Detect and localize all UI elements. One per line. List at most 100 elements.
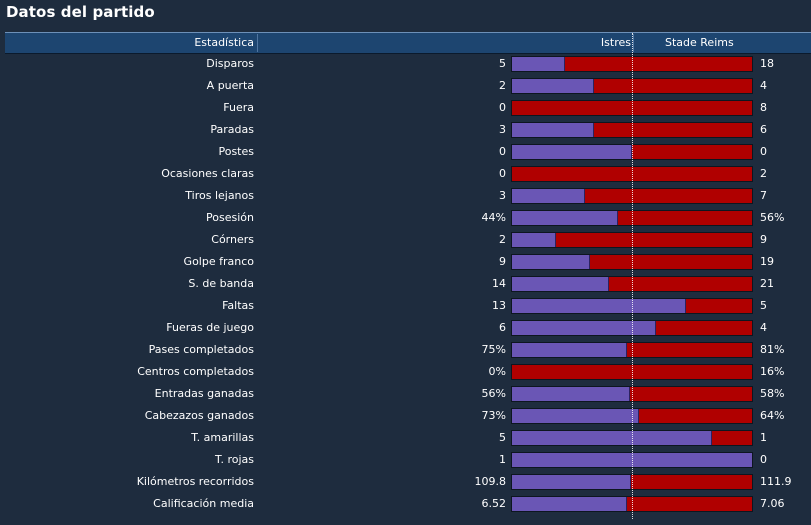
home-share-fill <box>512 497 628 511</box>
stat-label: Ocasiones claras <box>161 167 254 180</box>
home-share-fill <box>512 189 586 203</box>
table-row: Ocasiones claras 0 2 <box>0 163 811 185</box>
stat-label: Disparos <box>206 57 254 70</box>
stat-label: Centros completados <box>137 365 254 378</box>
column-header-home-team[interactable]: Istres <box>600 36 631 49</box>
table-row: Tiros lejanos 3 7 <box>0 185 811 207</box>
stat-label: Posesión <box>206 211 254 224</box>
home-value: 75% <box>481 343 506 356</box>
table-row: S. de banda 14 21 <box>0 273 811 295</box>
table-row: Centros completados 0% 16% <box>0 361 811 383</box>
away-value: 81% <box>760 343 785 356</box>
table-row: Postes 0 0 <box>0 141 811 163</box>
home-value: 0 <box>499 167 506 180</box>
away-value: 21 <box>760 277 774 290</box>
table-header: Estadística Istres Stade Reims <box>5 32 811 54</box>
away-value: 16% <box>760 365 785 378</box>
home-share-fill <box>512 299 686 313</box>
stat-label: Fueras de juego <box>166 321 254 334</box>
away-value: 7.06 <box>760 497 785 510</box>
home-share-fill <box>512 233 557 247</box>
home-value: 56% <box>481 387 506 400</box>
home-value: 3 <box>499 189 506 202</box>
away-value: 4 <box>760 321 767 334</box>
panel-title: Datos del partido <box>6 3 155 21</box>
home-share-fill <box>512 145 632 159</box>
table-row: Cabezazos ganados 73% 64% <box>0 405 811 427</box>
table-row: Calificación media 6.52 7.06 <box>0 493 811 515</box>
away-value: 0 <box>760 453 767 466</box>
table-row: Pases completados 75% 81% <box>0 339 811 361</box>
stat-label: T. amarillas <box>191 431 254 444</box>
table-row: Entradas ganadas 56% 58% <box>0 383 811 405</box>
home-value: 109.8 <box>474 475 507 488</box>
home-value: 6.52 <box>481 497 507 510</box>
stat-label: Golpe franco <box>183 255 254 268</box>
stat-label: Paradas <box>210 123 254 136</box>
home-share-fill <box>512 387 630 401</box>
home-share-fill <box>512 431 713 445</box>
home-share-fill <box>512 255 590 269</box>
stats-table: Disparos 5 18 A puerta 2 4 Fuera 0 8 Paradas 3 6 Pos… <box>0 53 811 515</box>
away-value: 18 <box>760 57 774 70</box>
home-value: 3 <box>499 123 506 136</box>
away-value: 64% <box>760 409 785 422</box>
center-divider-line <box>632 33 633 519</box>
away-value: 0 <box>760 145 767 158</box>
home-value: 2 <box>499 233 506 246</box>
home-share-fill <box>512 57 565 71</box>
away-value: 4 <box>760 79 767 92</box>
home-value: 9 <box>499 255 506 268</box>
table-row: Córners 2 9 <box>0 229 811 251</box>
column-header-away-team[interactable]: Stade Reims <box>665 36 734 49</box>
stat-label: Kilómetros recorridos <box>136 475 254 488</box>
home-value: 13 <box>492 299 506 312</box>
home-value: 2 <box>499 79 506 92</box>
column-header-stat[interactable]: Estadística <box>194 36 254 49</box>
stat-label: Pases completados <box>148 343 254 356</box>
home-share-fill <box>512 475 631 489</box>
away-value: 2 <box>760 167 767 180</box>
stat-label: Calificación media <box>153 497 254 510</box>
table-row: Golpe franco 9 19 <box>0 251 811 273</box>
away-value: 7 <box>760 189 767 202</box>
table-row: Fueras de juego 6 4 <box>0 317 811 339</box>
home-value: 0 <box>499 145 506 158</box>
table-row: Faltas 13 5 <box>0 295 811 317</box>
home-value: 5 <box>499 57 506 70</box>
home-value: 73% <box>481 409 506 422</box>
away-value: 8 <box>760 101 767 114</box>
away-value: 58% <box>760 387 785 400</box>
home-value: 0 <box>499 101 506 114</box>
away-value: 111.9 <box>760 475 792 488</box>
stat-label: Cabezazos ganados <box>144 409 254 422</box>
home-value: 1 <box>499 453 506 466</box>
home-value: 44% <box>481 211 506 224</box>
home-share-fill <box>512 211 618 225</box>
home-share-fill <box>512 321 656 335</box>
home-share-fill <box>512 123 594 137</box>
stat-label: A puerta <box>206 79 254 92</box>
home-value: 5 <box>499 431 506 444</box>
home-share-fill <box>512 277 610 291</box>
stat-label: T. rojas <box>215 453 254 466</box>
stat-label: Postes <box>218 145 254 158</box>
stat-label: Entradas ganadas <box>154 387 254 400</box>
table-row: T. rojas 1 0 <box>0 449 811 471</box>
home-value: 6 <box>499 321 506 334</box>
stat-label: Fuera <box>223 101 254 114</box>
column-separator <box>633 34 634 52</box>
table-row: A puerta 2 4 <box>0 75 811 97</box>
table-row: Posesión 44% 56% <box>0 207 811 229</box>
away-value: 1 <box>760 431 767 444</box>
stat-label: Córners <box>211 233 254 246</box>
stat-label: Tiros lejanos <box>185 189 254 202</box>
home-share-fill <box>512 409 640 423</box>
table-row: Paradas 3 6 <box>0 119 811 141</box>
stat-label: S. de banda <box>188 277 254 290</box>
away-value: 19 <box>760 255 774 268</box>
table-row: T. amarillas 5 1 <box>0 427 811 449</box>
away-value: 5 <box>760 299 767 312</box>
table-row: Kilómetros recorridos 109.8 111.9 <box>0 471 811 493</box>
home-value: 0% <box>488 365 506 378</box>
